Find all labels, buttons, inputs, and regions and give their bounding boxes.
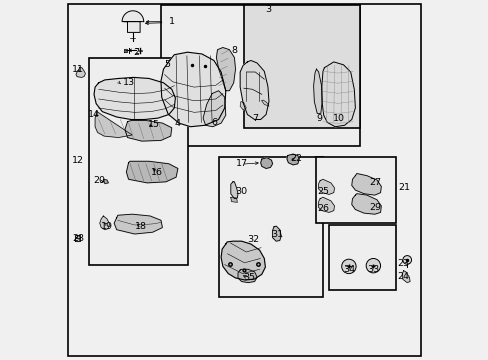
Text: 17: 17 (235, 159, 247, 168)
Text: 33: 33 (366, 265, 379, 274)
Polygon shape (161, 52, 225, 127)
Polygon shape (114, 214, 162, 234)
Text: 14: 14 (88, 110, 100, 119)
Text: 8: 8 (231, 46, 237, 55)
Text: 27: 27 (368, 178, 380, 187)
Text: 10: 10 (332, 113, 344, 122)
Text: 26: 26 (316, 204, 328, 213)
Polygon shape (240, 102, 246, 110)
Polygon shape (318, 179, 334, 194)
Text: 3: 3 (264, 4, 270, 13)
Polygon shape (76, 68, 85, 77)
Ellipse shape (341, 259, 355, 274)
Text: 5: 5 (164, 60, 170, 69)
Polygon shape (240, 60, 268, 120)
Text: 34: 34 (343, 265, 355, 274)
Polygon shape (351, 194, 381, 214)
Text: 32: 32 (247, 235, 259, 244)
Text: 18: 18 (135, 222, 146, 231)
Polygon shape (125, 121, 171, 141)
Text: 7: 7 (252, 113, 258, 122)
Polygon shape (95, 112, 132, 138)
Polygon shape (313, 69, 322, 113)
Polygon shape (203, 91, 225, 127)
Polygon shape (230, 182, 238, 199)
Bar (89, 58, 187, 265)
Text: 13: 13 (122, 77, 134, 86)
Text: 29: 29 (368, 202, 380, 211)
Polygon shape (260, 158, 272, 168)
Polygon shape (221, 241, 265, 280)
Polygon shape (100, 216, 109, 230)
Polygon shape (286, 154, 299, 165)
Polygon shape (94, 77, 175, 120)
Text: 11: 11 (72, 65, 84, 74)
Text: 12: 12 (72, 156, 84, 165)
Polygon shape (123, 49, 127, 52)
Text: 22: 22 (290, 154, 302, 163)
Text: 20: 20 (94, 176, 105, 185)
Polygon shape (238, 269, 257, 283)
Text: 6: 6 (210, 118, 217, 127)
Text: 25: 25 (316, 187, 328, 196)
Polygon shape (401, 271, 409, 283)
Polygon shape (230, 197, 237, 202)
Text: 4: 4 (174, 118, 180, 127)
Text: 15: 15 (147, 120, 160, 129)
Polygon shape (126, 161, 178, 183)
Bar (161, 5, 359, 146)
Text: 16: 16 (151, 168, 163, 177)
Polygon shape (122, 11, 143, 32)
Polygon shape (216, 48, 235, 91)
Polygon shape (261, 100, 268, 106)
Circle shape (402, 256, 411, 264)
Text: 23: 23 (397, 259, 409, 268)
Bar (244, 5, 359, 128)
Bar (315, 157, 395, 223)
Text: 28: 28 (72, 234, 84, 243)
Text: 21: 21 (398, 184, 410, 192)
Polygon shape (318, 197, 334, 212)
Text: 31: 31 (271, 230, 283, 239)
Text: 19: 19 (101, 222, 113, 231)
Text: 1: 1 (168, 17, 175, 26)
Text: 24: 24 (397, 272, 409, 281)
Bar (328, 225, 395, 290)
Ellipse shape (366, 258, 380, 273)
Polygon shape (321, 62, 355, 127)
Text: 35: 35 (242, 274, 254, 282)
Polygon shape (75, 235, 80, 241)
Text: 2: 2 (133, 48, 139, 57)
Polygon shape (272, 226, 281, 241)
Text: 9: 9 (316, 113, 322, 122)
Polygon shape (103, 179, 108, 184)
Polygon shape (351, 174, 381, 195)
Bar (219, 157, 322, 297)
Text: 30: 30 (234, 187, 246, 196)
